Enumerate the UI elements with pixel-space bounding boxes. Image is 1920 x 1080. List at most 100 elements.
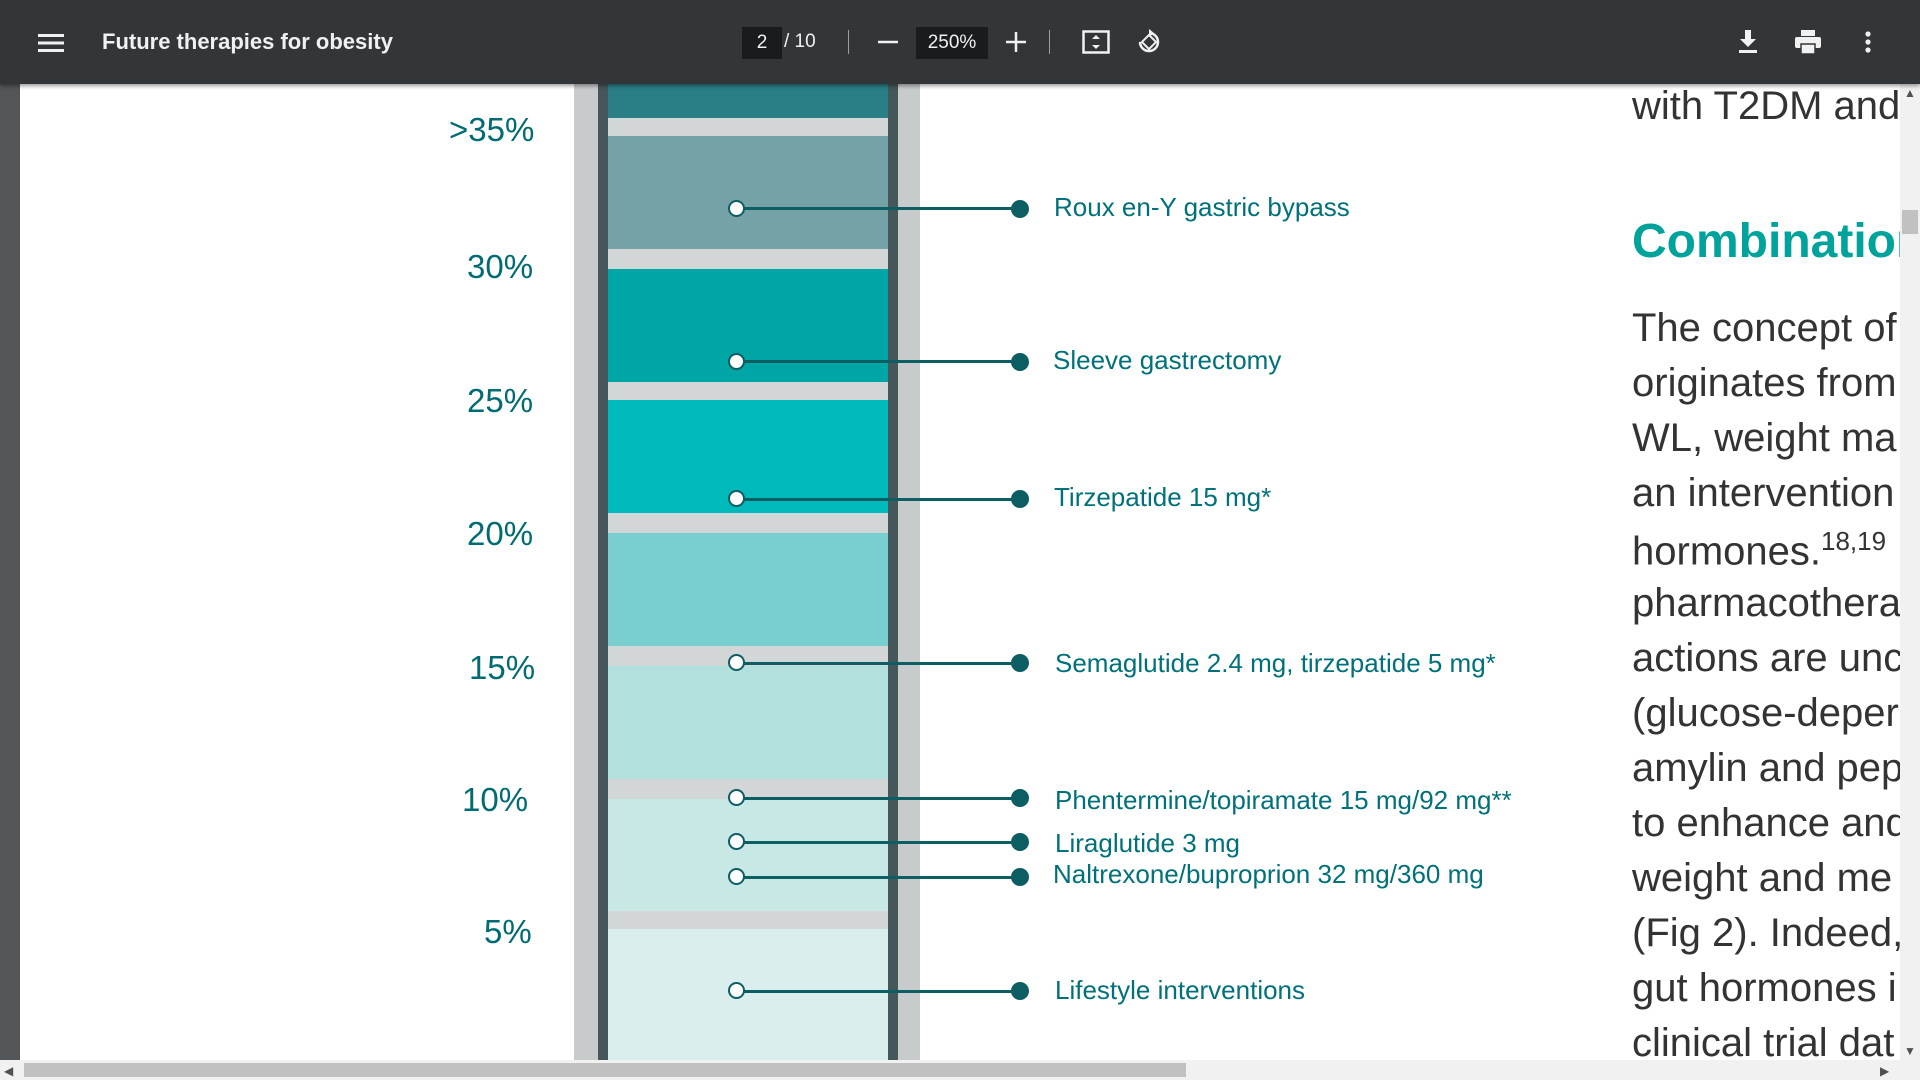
article-text-line: (glucose-deper	[1632, 691, 1899, 735]
column-segment	[608, 533, 888, 646]
column-segment	[608, 799, 888, 911]
therapy-label: Naltrexone/buproprion 32 mg/360 mg	[1053, 859, 1484, 889]
vertical-scrollbar-thumb[interactable]	[1902, 210, 1918, 234]
connector-line	[732, 207, 1022, 210]
marker-filled-dot	[1011, 868, 1029, 886]
column-segment	[608, 666, 888, 779]
column-segment	[608, 400, 888, 513]
percent-label: 25%	[467, 382, 534, 419]
page-number-input[interactable]	[742, 27, 782, 59]
column-gap	[608, 646, 888, 666]
therapy-label: Phentermine/topiramate 15 mg/92 mg**	[1055, 785, 1512, 815]
column-gap	[608, 382, 888, 400]
article-text-line: weight and me	[1632, 856, 1893, 900]
percent-label: 15%	[469, 649, 536, 686]
more-vertical-icon	[1865, 31, 1871, 53]
article-text-line: pharmacothera	[1632, 581, 1900, 625]
pdf-page: >35% 30% 25% 20% 15% 10% 5% Roux en-Y ga…	[20, 84, 1900, 1060]
article-text-line: clinical trial dat	[1632, 1021, 1895, 1060]
therapy-label: Semaglutide 2.4 mg, tirzepatide 5 mg*	[1055, 648, 1496, 678]
article-text-line: (Fig 2). Indeed,	[1632, 911, 1900, 955]
citation-superscript: 18,19	[1820, 526, 1887, 556]
rotate-icon	[1138, 29, 1160, 53]
article-text-line: an intervention	[1632, 471, 1895, 515]
article-text-line: amylin and pep	[1632, 746, 1900, 790]
download-button[interactable]	[1728, 22, 1768, 62]
therapy-label: Liraglutide 3 mg	[1055, 828, 1240, 858]
article-text-line: with T2DM and	[1632, 84, 1900, 128]
marker-open-dot	[728, 490, 745, 507]
therapy-label: Tirzepatide 15 mg*	[1054, 482, 1272, 512]
article-text-line: originates from	[1632, 361, 1897, 405]
connector-line	[732, 498, 1022, 501]
connector-line	[732, 662, 1022, 665]
marker-filled-dot	[1011, 490, 1029, 508]
toolbar-divider	[1049, 30, 1050, 54]
therapy-label: Sleeve gastrectomy	[1053, 345, 1282, 375]
zoom-level-input[interactable]	[916, 27, 988, 59]
document-viewer[interactable]: >35% 30% 25% 20% 15% 10% 5% Roux en-Y ga…	[0, 84, 1920, 1080]
zoom-out-button[interactable]	[868, 22, 908, 62]
article-text-fragment: hormones.	[1632, 529, 1821, 574]
horizontal-scrollbar-thumb[interactable]	[24, 1063, 1186, 1077]
connector-line	[732, 841, 1022, 844]
percent-label: >35%	[449, 111, 535, 148]
scroll-down-arrow-icon[interactable]: ▼	[1904, 1044, 1916, 1058]
marker-filled-dot	[1011, 789, 1029, 807]
fit-to-page-button[interactable]	[1076, 22, 1116, 62]
connector-line	[732, 876, 1022, 879]
marker-open-dot	[728, 200, 745, 217]
percent-label: 10%	[462, 781, 529, 818]
article-text-line: to enhance and	[1632, 801, 1900, 845]
document-title: Future therapies for obesity	[102, 29, 393, 54]
more-options-button[interactable]	[1848, 22, 1888, 62]
marker-open-dot	[728, 833, 745, 850]
therapy-label: Roux en-Y gastric bypass	[1054, 192, 1350, 222]
page-total: / 10	[784, 31, 816, 52]
plus-icon	[1006, 32, 1026, 52]
percent-label: 5%	[484, 913, 532, 950]
therapy-label: Lifestyle interventions	[1055, 975, 1306, 1005]
article-text-line: WL, weight ma	[1632, 416, 1897, 460]
print-icon	[1795, 30, 1821, 54]
vertical-scrollbar[interactable]	[1900, 84, 1920, 1060]
marker-filled-dot	[1011, 982, 1029, 1000]
marker-filled-dot	[1011, 833, 1029, 851]
download-icon	[1739, 30, 1757, 53]
marker-filled-dot	[1011, 654, 1029, 672]
column-segment	[608, 84, 888, 118]
scroll-right-arrow-icon[interactable]: ▶	[1880, 1064, 1890, 1078]
article-text-line: gut hormones i	[1632, 966, 1897, 1010]
column-gap	[608, 249, 888, 269]
fit-to-page-icon	[1082, 30, 1110, 54]
connector-line	[732, 360, 1022, 363]
connector-line	[732, 990, 1022, 993]
print-button[interactable]	[1788, 22, 1828, 62]
percent-label: 20%	[467, 515, 534, 552]
article-text-line: hormones.18,19	[1632, 526, 1886, 574]
column-segment	[608, 136, 888, 249]
column-gap	[608, 911, 888, 929]
minus-icon	[878, 40, 898, 44]
pdf-toolbar: Future therapies for obesity / 10	[0, 0, 1920, 84]
marker-open-dot	[728, 982, 745, 999]
percent-label: 30%	[467, 248, 534, 285]
column-gap	[608, 118, 888, 136]
connector-line	[732, 797, 1022, 800]
article-text-line: The concept of	[1632, 306, 1897, 350]
marker-open-dot	[728, 789, 745, 806]
scroll-left-arrow-icon[interactable]: ◀	[4, 1064, 14, 1078]
column-rail-left	[598, 84, 608, 1060]
column-gap	[608, 779, 888, 799]
hamburger-menu-icon[interactable]	[30, 22, 72, 64]
marker-filled-dot	[1011, 353, 1029, 371]
column-rail-right	[888, 84, 898, 1060]
marker-filled-dot	[1011, 200, 1029, 218]
zoom-in-button[interactable]	[996, 22, 1036, 62]
column-segment	[608, 929, 888, 1060]
column-gap	[608, 513, 888, 533]
rotate-button[interactable]	[1129, 22, 1169, 62]
scroll-up-arrow-icon[interactable]: ▲	[1904, 86, 1916, 100]
section-heading: Combination	[1632, 215, 1900, 268]
article-text-line: actions are unc	[1632, 636, 1900, 680]
